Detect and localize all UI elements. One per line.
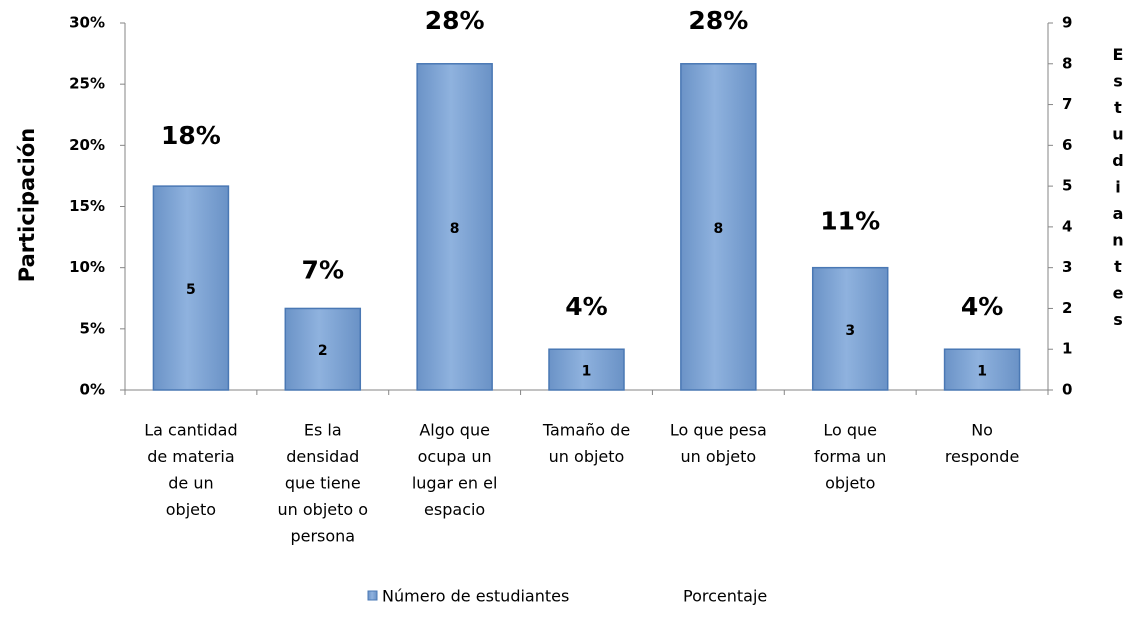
bar-value-label: 8 <box>450 221 460 237</box>
x-tick-label: Lo que <box>823 421 877 440</box>
bar <box>680 63 757 391</box>
y-tick-label: 10% <box>69 258 105 276</box>
y2-tick-label: 9 <box>1062 14 1072 32</box>
bar-value-label: 5 <box>186 282 196 298</box>
x-tick-label: Lo que pesa <box>670 421 767 440</box>
x-tick-label: responde <box>945 447 1020 466</box>
x-tick-label: persona <box>290 527 355 546</box>
bar <box>152 185 230 391</box>
bar-value-label: 2 <box>318 343 328 359</box>
x-tick-label: ocupa un <box>418 447 492 466</box>
bar-value-label: 3 <box>845 323 855 339</box>
x-tick-label: Algo que <box>419 421 490 440</box>
legend-label: Porcentaje <box>683 587 767 606</box>
percent-label: 28% <box>425 6 485 35</box>
y2-tick-label: 7 <box>1062 95 1072 113</box>
x-tick-label: un objeto o <box>278 500 369 519</box>
bar-value-label: 1 <box>582 364 592 380</box>
y2-tick-label: 4 <box>1062 217 1072 235</box>
bar-value-label: 8 <box>713 221 723 237</box>
x-tick-label: Es la <box>304 421 342 440</box>
x-tick-label: La cantidad <box>144 421 237 440</box>
bar <box>284 307 362 391</box>
y2-tick-label: 0 <box>1062 381 1072 399</box>
bar <box>811 266 889 391</box>
x-tick-label: lugar en el <box>412 474 498 493</box>
x-tick-label: de materia <box>147 447 234 466</box>
y-tick-label: 20% <box>69 136 105 154</box>
y-axis-label: Participación <box>15 128 39 282</box>
y-tick-label: 15% <box>69 197 105 215</box>
y2-tick-label: 8 <box>1062 54 1072 72</box>
x-tick-label: que tiene <box>285 474 361 493</box>
x-tick-label: densidad <box>286 447 359 466</box>
y-tick-label: 30% <box>69 14 105 32</box>
y2-tick-label: 6 <box>1062 136 1072 154</box>
x-tick-label: Tamaño de <box>542 421 630 440</box>
y2-tick-label: 3 <box>1062 258 1072 276</box>
y-tick-label: 5% <box>80 319 105 337</box>
x-tick-label: No <box>971 421 993 440</box>
x-tick-label: espacio <box>424 500 485 519</box>
bar <box>943 348 1021 391</box>
y2-tick-label: 2 <box>1062 299 1072 317</box>
legend-label: Número de estudiantes <box>382 587 569 606</box>
y-tick-label: 25% <box>69 75 105 93</box>
percent-label: 18% <box>161 121 221 150</box>
x-tick-label: de un <box>168 474 213 493</box>
bar-value-label: 1 <box>977 364 987 380</box>
bar <box>548 348 625 391</box>
bar <box>416 63 493 391</box>
legend-marker <box>367 590 378 601</box>
percent-label: 28% <box>688 6 748 35</box>
percent-label: 7% <box>302 255 344 284</box>
y2-tick-label: 1 <box>1062 340 1072 358</box>
percent-label: 11% <box>820 206 880 235</box>
x-tick-label: objeto <box>166 500 216 519</box>
x-tick-label: forma un <box>814 447 886 466</box>
y-tick-label: 0% <box>80 381 105 399</box>
x-tick-label: un objeto <box>549 447 625 466</box>
x-tick-label: un objeto <box>681 447 757 466</box>
y2-tick-label: 5 <box>1062 177 1072 195</box>
percent-label: 4% <box>565 292 607 321</box>
percent-label: 4% <box>961 292 1003 321</box>
x-tick-label: objeto <box>825 474 875 493</box>
